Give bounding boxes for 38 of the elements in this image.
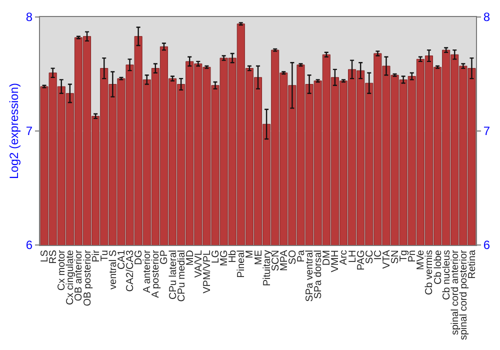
x-tick-label: ventral S bbox=[108, 250, 119, 290]
y2-tick-label: 8 bbox=[483, 10, 490, 24]
x-tick-label: Cb nucleus bbox=[441, 250, 452, 300]
x-tick-label: RS bbox=[48, 250, 60, 264]
x-tick-label: OB posterior bbox=[82, 249, 94, 306]
x-tick-label: VPM/VPL bbox=[202, 250, 213, 294]
x-tick-label: A posterior bbox=[150, 249, 162, 298]
y2-tick-label: 7 bbox=[483, 124, 490, 138]
x-tick-label: ME bbox=[253, 250, 264, 265]
y-tick-label: 6 bbox=[26, 238, 33, 252]
x-tick-label: Retina bbox=[466, 250, 478, 279]
y-tick-label: 8 bbox=[26, 10, 33, 24]
y-tick-label: 7 bbox=[26, 124, 33, 138]
x-tick-label: LH bbox=[347, 250, 358, 263]
x-tick-label: IC bbox=[372, 250, 384, 260]
x-tick-label: spinal cord posterior bbox=[458, 249, 470, 340]
x-tick-label: Pir bbox=[90, 249, 102, 262]
x-tick-label: Cb lobe bbox=[432, 250, 444, 284]
x-tick-label: OB anterior bbox=[74, 249, 85, 302]
x-tick-label: M bbox=[244, 250, 256, 258]
x-tick-label: Tg bbox=[398, 250, 410, 262]
x-tick-label: VTA bbox=[381, 250, 392, 269]
x-tick-label: MPA bbox=[278, 250, 290, 271]
x-tick-label: CA1 bbox=[116, 250, 128, 270]
y2-tick-label: 6 bbox=[483, 238, 490, 252]
x-tick-label: SC bbox=[364, 250, 376, 264]
x-tick-label: Tu bbox=[99, 250, 110, 262]
x-tick-label: CPu medial bbox=[176, 250, 188, 302]
x-tick-label: GP bbox=[159, 250, 170, 264]
x-tick-label: Arc bbox=[338, 250, 350, 265]
x-tick-label: SO bbox=[287, 250, 298, 264]
x-tick-label: Pa bbox=[296, 250, 307, 262]
x-tick-label: PAG bbox=[356, 250, 367, 270]
x-tick-label: LG bbox=[210, 250, 222, 264]
x-tick-label: Pituitary bbox=[262, 250, 273, 286]
y-axis-title: Log2 (expression) bbox=[7, 82, 22, 180]
x-tick-label: spinal cord anterior bbox=[450, 249, 461, 336]
x-tick-label: SCN bbox=[270, 250, 282, 272]
